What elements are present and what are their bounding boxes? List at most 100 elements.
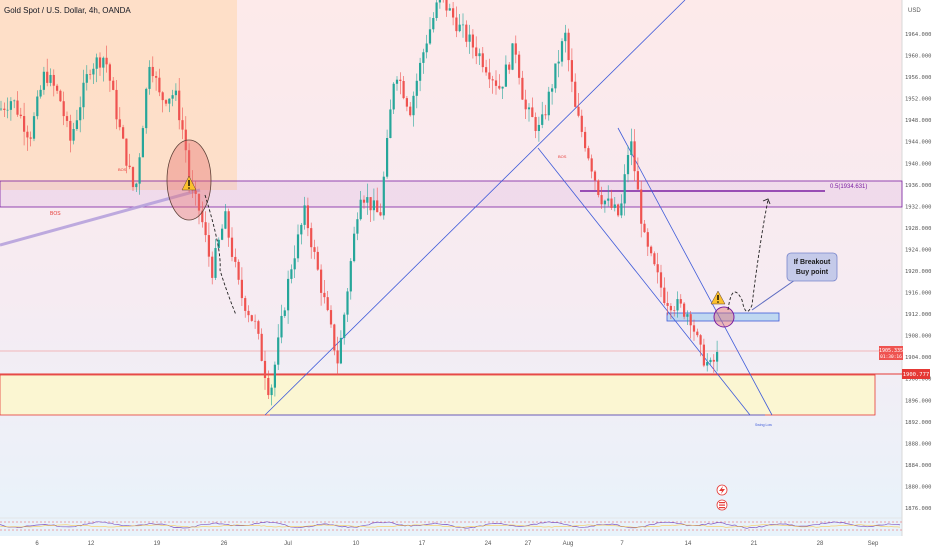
candle-body: [62, 101, 65, 117]
candle-body: [333, 324, 336, 351]
candle-body: [508, 64, 511, 70]
fib-label: 0.5(1934.631): [830, 184, 867, 190]
candle-body: [633, 141, 636, 172]
candle-body: [369, 197, 372, 211]
candle-body: [148, 66, 151, 89]
candle-body: [683, 303, 686, 317]
candle-body: [329, 310, 333, 325]
bos-label: BOS: [118, 167, 127, 172]
time-axis-label: Jul: [284, 541, 292, 547]
candle-body: [0, 108, 3, 110]
candle-body: [254, 320, 257, 322]
price-axis-label: 1908.000: [905, 334, 932, 340]
candle-body: [366, 197, 369, 203]
candle-body: [164, 100, 168, 104]
candle-body: [419, 62, 422, 81]
candle-body: [494, 80, 498, 86]
price-axis-label: 1904.000: [905, 355, 932, 361]
candle-body: [471, 34, 474, 48]
candle-body: [587, 148, 590, 159]
candle-body: [188, 150, 191, 183]
candle-body: [673, 310, 676, 311]
candle-body: [155, 76, 158, 78]
candle-body: [125, 138, 128, 166]
candle-body: [402, 80, 405, 99]
candle-body: [544, 114, 547, 116]
price-axis-label: 1900.000: [905, 377, 932, 383]
price-axis-label: 1880.000: [905, 484, 932, 490]
candle-body: [428, 29, 432, 44]
candle-body: [42, 71, 45, 90]
lightning-icon: [716, 484, 728, 496]
candle-body: [692, 325, 696, 332]
warning-icon: [710, 290, 726, 305]
candle-body: [280, 315, 283, 338]
candle-body: [131, 167, 135, 188]
candle-body: [230, 237, 234, 257]
candle-body: [554, 63, 557, 89]
candle-body: [296, 234, 300, 259]
candle-body: [679, 299, 682, 304]
candle-body: [501, 86, 504, 89]
candle-body: [356, 219, 359, 234]
candle-body: [65, 116, 69, 121]
time-axis-label: 26: [221, 541, 228, 547]
candle-body: [405, 98, 408, 107]
price-axis[interactable]: 1876.000 1880.000 1884.000 1888.000 1892.000…: [905, 32, 932, 512]
falling-channel-upper: [617, 127, 773, 416]
candle-body: [151, 66, 154, 77]
candle-body: [339, 337, 342, 364]
candle-body: [178, 90, 181, 121]
candle-body: [643, 223, 646, 233]
candle-body: [92, 68, 95, 75]
candle-body: [214, 248, 217, 278]
bos-label: BOS: [558, 154, 567, 159]
candle-body: [293, 258, 296, 270]
candle-body: [316, 251, 319, 270]
candle-body: [108, 64, 111, 81]
candle-body: [29, 137, 32, 139]
candle-body: [171, 95, 174, 99]
time-axis-label: 17: [419, 541, 426, 547]
candle-body: [138, 157, 141, 184]
candle-body: [26, 131, 29, 138]
symbol-title[interactable]: Gold Spot / U.S. Dollar, 4h, OANDA: [4, 6, 131, 15]
candle-body: [409, 106, 412, 116]
candle-body: [227, 211, 230, 238]
candle-body: [283, 310, 286, 316]
candle-body: [112, 80, 115, 90]
candle-body: [207, 235, 210, 257]
candle-body: [273, 364, 276, 388]
price-axis-label: 1892.000: [905, 420, 932, 426]
candle-body: [244, 298, 247, 311]
candle-body: [211, 256, 214, 278]
candle-body: [646, 232, 649, 247]
candle-body: [445, 0, 448, 11]
candle-body: [39, 89, 42, 97]
candle-body: [712, 359, 715, 362]
candle-body: [706, 362, 709, 366]
candle-body: [432, 18, 435, 30]
candle-body: [498, 85, 501, 89]
candle-body: [600, 195, 603, 205]
candle-body: [270, 387, 273, 396]
swing-low-label: Swing Low: [755, 423, 772, 427]
candle-body: [59, 90, 62, 102]
time-axis[interactable]: 6 12 19 26 Jul 10 17 24 27 Aug 7 14 21 28 Sep: [35, 541, 879, 547]
current-price-tag: 1905.335 01:30:16: [879, 346, 903, 360]
candle-body: [6, 109, 9, 111]
candle-body: [75, 120, 78, 130]
candle-body: [593, 171, 597, 181]
candle-body: [458, 24, 461, 32]
candle-body: [194, 190, 197, 195]
candle-body: [386, 138, 389, 177]
bos-label: BOS: [50, 211, 61, 217]
candle-body: [511, 43, 514, 70]
candle-body: [36, 96, 39, 117]
price-tag-timer: 01:30:16: [880, 354, 902, 360]
candle-body: [300, 224, 303, 235]
projection-path-left: [204, 194, 237, 316]
candle-body: [336, 350, 339, 364]
time-axis-label: 19: [154, 541, 161, 547]
